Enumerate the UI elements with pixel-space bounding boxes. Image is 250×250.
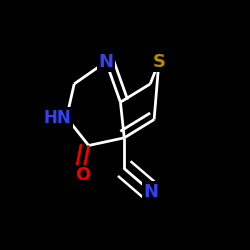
- Text: N: N: [144, 183, 159, 201]
- Text: O: O: [75, 166, 90, 184]
- Text: N: N: [98, 53, 114, 71]
- Text: S: S: [152, 53, 166, 71]
- Text: HN: HN: [44, 108, 72, 126]
